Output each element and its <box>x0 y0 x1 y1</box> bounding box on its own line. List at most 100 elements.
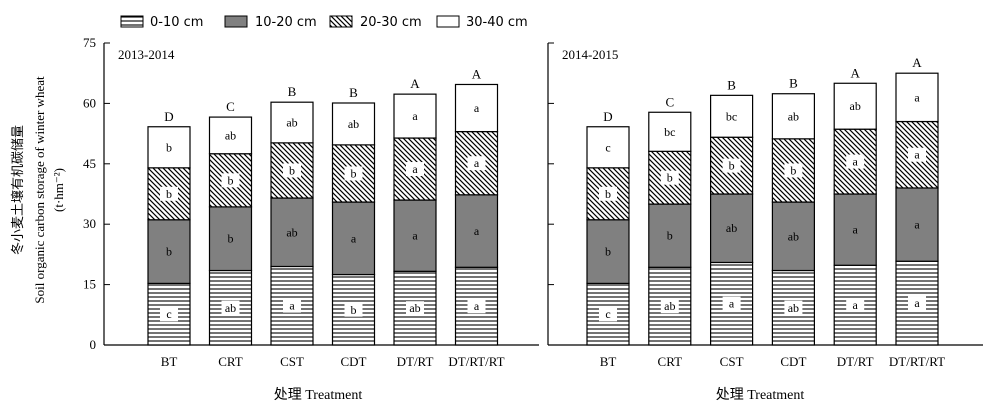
segment-letter: a <box>412 162 418 176</box>
segment-letter: a <box>474 224 480 238</box>
segment-letter: a <box>914 296 920 310</box>
label-bg <box>467 299 486 314</box>
total-letter: B <box>727 77 736 92</box>
total-letter: D <box>164 109 173 124</box>
segment-letter: b <box>667 229 673 243</box>
y-axis-title-en: Soil organic carbon storage of winter wh… <box>32 76 47 304</box>
label-bg <box>660 170 679 185</box>
bar-segment <box>208 206 253 272</box>
x-tick-label: DT/RT <box>397 354 434 369</box>
x-tick-label: CRT <box>658 354 683 369</box>
x-tick-label: DT/RT/RT <box>448 354 504 369</box>
segment-letter: ab <box>664 299 675 313</box>
segment-letter: bc <box>726 109 737 123</box>
segment-letter: a <box>289 299 295 313</box>
label-bg <box>283 115 301 130</box>
bar-segment <box>393 199 437 272</box>
segment-letter: a <box>474 101 480 115</box>
label-bg <box>221 128 240 143</box>
label-bg <box>344 302 363 317</box>
bar-segment <box>147 219 191 284</box>
x-tick-label: CDT <box>780 354 806 369</box>
label-bg <box>406 301 424 316</box>
label-bg <box>908 147 926 162</box>
y-tick-label: 60 <box>83 95 96 110</box>
segment-letter: a <box>853 155 859 169</box>
total-letter: B <box>288 84 297 99</box>
x-tick-label: CST <box>720 354 744 369</box>
segment-letter: a <box>412 229 418 243</box>
legend-label-10-20: 10-20 cm <box>255 15 317 30</box>
y-axis-title: 冬小麦土壤有机碳储量 Soil organic carbon storage o… <box>10 76 66 304</box>
legend-swatch-20-30 <box>329 15 353 28</box>
x-tick-label: BT <box>161 354 178 369</box>
label-bg <box>784 109 803 124</box>
segment-letter: ab <box>788 301 799 315</box>
segment-letter: b <box>605 245 611 259</box>
y-tick-label: 45 <box>83 156 96 171</box>
label-bg <box>722 158 741 173</box>
total-letter: C <box>226 99 235 114</box>
label-bg <box>660 299 679 314</box>
label-bg <box>908 90 926 105</box>
legend-swatch-30-40 <box>436 15 460 28</box>
segment-letter: a <box>853 223 859 237</box>
total-letter: A <box>851 65 861 80</box>
segment-letter: c <box>605 140 610 154</box>
segment-letter: b <box>166 245 172 259</box>
bar-segment <box>586 219 630 284</box>
y-tick-label: 0 <box>90 337 97 352</box>
total-letter: A <box>472 66 482 81</box>
label-bg <box>599 186 617 201</box>
segment-letter: ab <box>788 229 799 243</box>
total-letter: B <box>789 76 798 91</box>
label-bg <box>160 186 178 201</box>
segment-letter: a <box>729 297 735 311</box>
x-axis-title-right: 处理 Treatment <box>716 387 805 403</box>
bar-segment <box>771 201 816 272</box>
label-bg <box>846 154 865 169</box>
y-tick-label: 15 <box>83 277 96 292</box>
label-bg <box>467 101 486 116</box>
segment-letter: b <box>729 159 735 173</box>
segment-letter: a <box>914 218 920 232</box>
legend-swatch-0-10 <box>120 15 144 28</box>
plot-layer: 015304560752013-2014BTcbbbDCRTabbbabCCST… <box>83 35 983 369</box>
label-bg <box>160 140 178 155</box>
total-letter: B <box>349 85 358 100</box>
legend: 0-10 cm 10-20 cm 20-30 cm 30-40 cm <box>120 15 528 30</box>
y-tick-label: 75 <box>83 35 96 50</box>
segment-letter: b <box>228 173 234 187</box>
y-tick-label: 30 <box>83 216 96 231</box>
label-bg <box>221 173 240 188</box>
segment-letter: a <box>914 148 920 162</box>
x-tick-label: BT <box>600 354 617 369</box>
x-tick-label: DT/RT/RT <box>889 354 945 369</box>
bar-segment <box>208 153 253 208</box>
segment-letter: a <box>351 231 357 245</box>
label-bg <box>599 307 617 322</box>
segment-letter: a <box>474 156 480 170</box>
label-bg <box>283 298 301 313</box>
label-bg <box>846 99 865 114</box>
label-bg <box>599 140 617 155</box>
bar-segment <box>895 187 939 262</box>
segment-letter: a <box>914 90 920 104</box>
panel-label: 2014-2015 <box>562 47 618 62</box>
segment-letter: c <box>605 307 610 321</box>
x-tick-label: DT/RT <box>837 354 874 369</box>
total-letter: D <box>603 109 612 124</box>
segment-letter: b <box>605 187 611 201</box>
label-bg <box>908 296 926 311</box>
panel-label: 2013-2014 <box>118 47 175 62</box>
segment-letter: ab <box>286 225 297 239</box>
label-bg <box>467 156 486 171</box>
segment-letter: b <box>790 163 796 177</box>
total-letter: C <box>665 94 674 109</box>
label-bg <box>784 163 803 178</box>
legend-label-0-10: 0-10 cm <box>150 15 203 30</box>
label-bg <box>221 300 240 315</box>
segment-letter: a <box>412 109 418 123</box>
bar-segment <box>270 142 314 199</box>
